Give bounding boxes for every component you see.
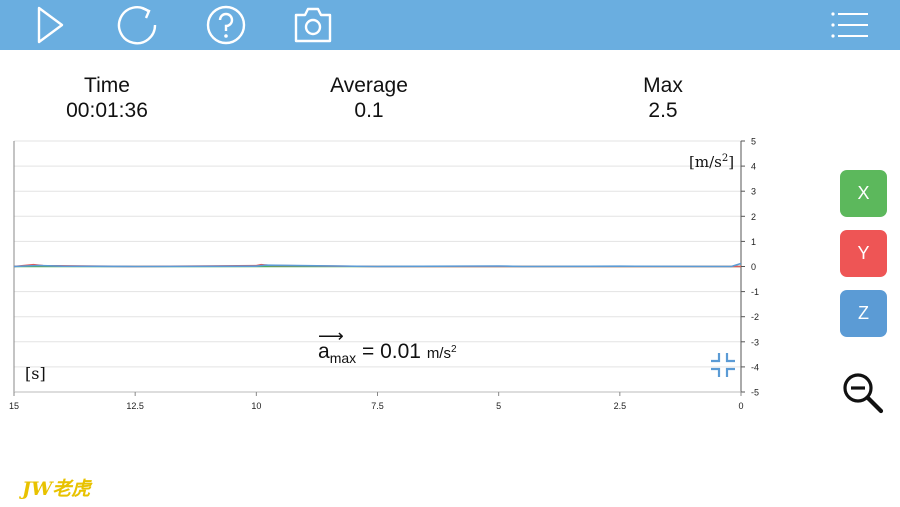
y-tick-label: 2	[751, 212, 756, 222]
toolbar	[0, 0, 900, 50]
x-tick-label: 5	[496, 401, 501, 411]
x-tick-label: 12.5	[126, 401, 144, 411]
y-tick-label: -4	[751, 362, 759, 372]
max-label: Max	[643, 74, 683, 97]
menu-icon[interactable]	[827, 0, 873, 50]
watermark: JW老虎	[22, 478, 91, 500]
y-tick-label: 0	[751, 262, 756, 272]
time-value: 00:01:36	[66, 99, 148, 122]
play-icon[interactable]	[25, 0, 75, 50]
x-tick-label: 15	[9, 401, 19, 411]
y-unit-label: [m/s2]	[689, 153, 735, 171]
max-stat: Max 2.5	[563, 73, 763, 123]
time-stat: Time 00:01:36	[7, 73, 207, 123]
reload-icon[interactable]	[113, 0, 163, 50]
channel-y-button[interactable]: Y	[840, 230, 887, 277]
channel-z-button[interactable]: Z	[840, 290, 887, 337]
x-tick-label: 7.5	[371, 401, 384, 411]
y-tick-label: 4	[751, 162, 756, 172]
y-tick-label: 3	[751, 187, 756, 197]
max-value: 2.5	[648, 99, 678, 122]
zoom-out-icon[interactable]	[840, 370, 886, 416]
average-value: 0.1	[354, 99, 384, 122]
average-label: Average	[330, 74, 408, 97]
y-tick-label: -1	[751, 287, 759, 297]
series-line	[13, 262, 742, 268]
average-stat: Average 0.1	[269, 73, 469, 123]
x-unit-label: [s]	[25, 364, 46, 383]
amax-readout: ⟶ amax = 0.01 m/s2	[318, 326, 457, 367]
x-tick-label: 0	[738, 401, 743, 411]
y-tick-label: -2	[751, 312, 759, 322]
vector-arrow-icon: ⟶	[318, 326, 344, 346]
y-tick-label: -3	[751, 337, 759, 347]
y-tick-label: 5	[751, 137, 756, 147]
x-tick-label: 2.5	[614, 401, 627, 411]
time-label: Time	[84, 74, 130, 97]
collapse-icon[interactable]	[709, 351, 737, 379]
y-tick-label: 1	[751, 237, 756, 247]
help-icon[interactable]	[201, 0, 251, 50]
camera-icon[interactable]	[288, 0, 338, 50]
y-tick-label: -5	[751, 388, 759, 398]
x-tick-label: 10	[251, 401, 261, 411]
channel-x-button[interactable]: X	[840, 170, 887, 217]
